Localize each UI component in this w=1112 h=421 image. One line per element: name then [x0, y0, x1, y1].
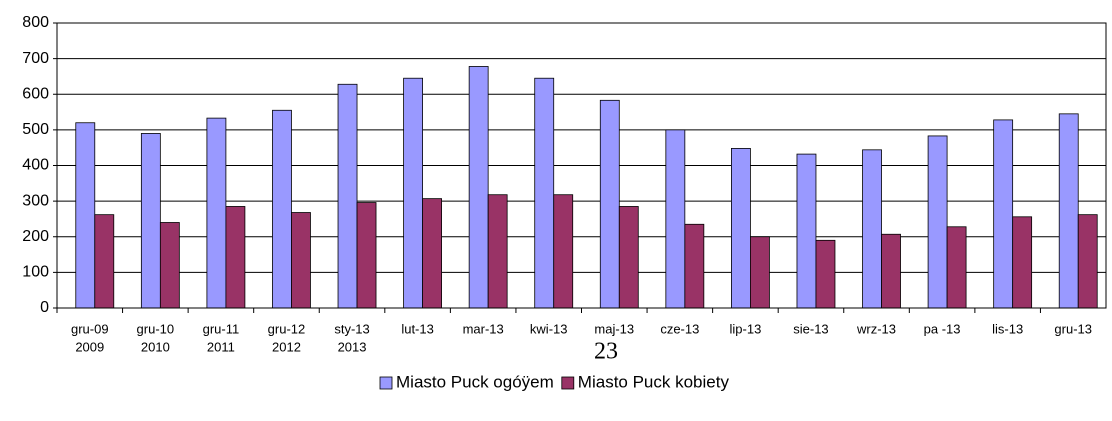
y-tick-label: 0 — [40, 299, 49, 316]
x-tick-label: cze-13 — [660, 321, 699, 336]
x-tick-label: gru-11 — [203, 321, 240, 336]
x-tick-label: 2009 — [75, 339, 104, 354]
legend-swatch — [561, 376, 575, 390]
bar — [1012, 216, 1033, 309]
bar — [272, 109, 292, 309]
y-tick-label: 200 — [22, 228, 49, 245]
bar — [927, 135, 948, 309]
bar — [422, 198, 442, 309]
bar — [75, 122, 96, 309]
page-number: 23 — [594, 339, 618, 365]
x-tick-label: 2013 — [338, 339, 367, 354]
bar — [159, 222, 180, 309]
y-tick-label: 500 — [22, 121, 49, 138]
x-tick-label: 2011 — [207, 339, 235, 354]
bar — [468, 66, 489, 309]
y-tick-label: 600 — [22, 85, 49, 102]
bar — [599, 99, 620, 309]
x-tick-label: wrz-13 — [856, 321, 896, 336]
x-tick-label: lip-13 — [730, 321, 762, 336]
x-tick-label: kwi-13 — [530, 321, 568, 336]
bar — [403, 77, 423, 309]
bar — [1077, 214, 1098, 309]
bar — [356, 202, 377, 309]
legend-label: Miasto Puck kobiety — [578, 372, 730, 391]
bar — [796, 153, 817, 309]
bar — [225, 206, 246, 309]
x-tick-label: mar-13 — [463, 321, 504, 336]
bar — [487, 194, 508, 309]
bar — [1058, 113, 1079, 309]
x-tick-label: 2012 — [272, 339, 301, 354]
bar — [684, 223, 705, 309]
bar — [618, 206, 639, 309]
bar — [140, 133, 161, 309]
bar — [862, 149, 882, 309]
bar — [337, 83, 358, 309]
x-tick-label: gru-13 — [1054, 321, 1092, 336]
x-tick-label: gru-10 — [137, 321, 175, 336]
bar — [291, 212, 311, 309]
x-tick-label: gru-09 — [71, 321, 109, 336]
bar — [946, 226, 967, 309]
y-tick-label: 400 — [22, 157, 49, 174]
y-tick-label: 300 — [22, 192, 49, 209]
legend: Miasto Puck ogóÿem Miasto Puck kobiety — [379, 372, 730, 391]
bar — [731, 147, 751, 309]
legend-label: Miasto Puck ogóÿem — [396, 372, 554, 391]
bar — [665, 129, 686, 309]
bar — [815, 239, 836, 309]
bar — [881, 233, 901, 309]
y-tick-label: 100 — [22, 264, 49, 281]
bar — [534, 77, 555, 309]
x-tick-label: lut-13 — [401, 321, 434, 336]
x-tick-label: sie-13 — [793, 321, 828, 336]
y-tick-label: 800 — [22, 14, 49, 31]
x-tick-label: sty-13 — [334, 321, 369, 336]
bar — [553, 194, 574, 309]
y-tick-label: 700 — [22, 50, 49, 67]
bar — [993, 119, 1014, 309]
x-tick-label: lis-13 — [992, 321, 1023, 336]
x-tick-label: gru-12 — [268, 321, 306, 336]
legend-swatch — [379, 376, 393, 390]
bar — [206, 117, 227, 309]
x-tick-label: pa -13 — [924, 321, 961, 336]
bar — [94, 214, 115, 309]
plot-border — [56, 22, 1107, 309]
x-tick-label: maj-13 — [594, 321, 634, 336]
plot: 0 100 200 300 400 500 600 700 800 gru-09 2009 gru-1… — [22, 14, 1107, 391]
x-tick-label: 2010 — [141, 339, 170, 354]
bar — [750, 236, 770, 309]
